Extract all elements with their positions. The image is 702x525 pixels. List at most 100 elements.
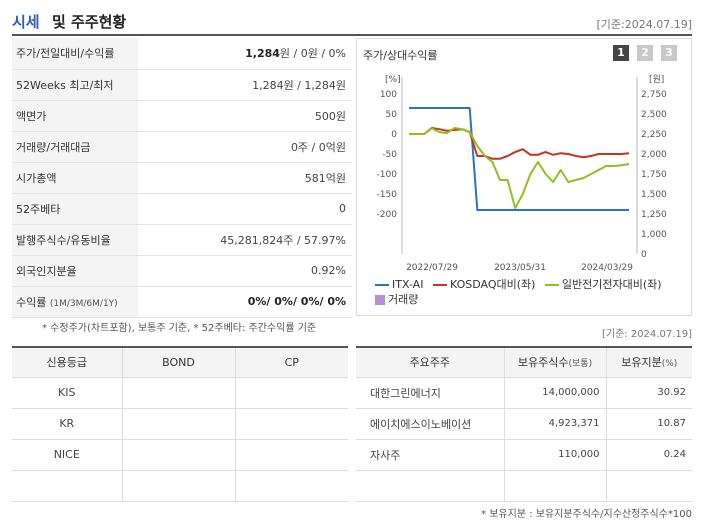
table-row: 52주베타 0: [12, 193, 352, 225]
bond-cell: [121, 470, 235, 502]
agency-cell: KR: [12, 408, 122, 440]
table-row: NICE: [12, 439, 348, 471]
row-value: 0: [138, 193, 352, 225]
row-label: 발행주식수/유동비율: [12, 224, 138, 256]
row-label: 액면가: [12, 100, 138, 132]
legend-label: 거래량: [388, 293, 419, 306]
table-row: 52Weeks 최고/최저 1,284원 / 1,284원: [12, 69, 352, 101]
legend-item-kosdaq[interactable]: KOSDAQ대비(좌): [432, 277, 535, 292]
legend-label: ITX-AI: [392, 278, 424, 291]
table-row: 주가/전일대비/수익률 1,284원 / 0원 / 0%: [12, 38, 352, 70]
right-tick-label: 1,500: [641, 190, 667, 200]
right-tick-label: 1,250: [641, 210, 667, 220]
chart-panel: 주가/상대수익률 1 2 3 [%] [원] 100 50 0 -50 -100 -150 -2…: [356, 38, 692, 316]
price-note: * 수정주가(차트포함), 보통주 기준, * 52주베타: 주간수익률 기준: [42, 323, 317, 334]
table-row: 자사주 110,000 0.24: [356, 439, 692, 471]
row-value: 1,284원 / 0원 / 0%: [138, 38, 352, 70]
holder-name: [356, 470, 504, 502]
right-tick-label: 1,000: [641, 230, 667, 240]
table-row: 에이치에스이노베이션 4,923,371 10.87: [356, 408, 692, 440]
col-header-sub: (%): [661, 359, 678, 370]
price-value: 1,284: [245, 47, 280, 61]
row-value: 0주 / 0억원: [138, 131, 352, 163]
right-tick-label: 2,250: [641, 130, 667, 140]
row-label: 수익률 (1M/3M/6M/1Y): [12, 286, 138, 318]
col-header: CP: [234, 347, 348, 378]
row-value: 45,281,824주 / 57.97%: [138, 224, 352, 256]
holder-name: 자사주: [356, 439, 504, 471]
share-note: * 보유지분 : 보유지분주식수/지수산정주식수*100: [481, 509, 692, 520]
right-tick-label: 0: [641, 250, 647, 260]
returns-period: (1M/3M/6M/1Y): [49, 298, 118, 309]
legend-item-volume[interactable]: 거래량: [375, 292, 418, 307]
right-tick-label: 2,000: [641, 150, 667, 160]
chart-page-2-button[interactable]: 2: [637, 45, 653, 61]
chart-page-1-button[interactable]: 1: [613, 45, 629, 61]
section-title-accent: 시세: [12, 13, 40, 31]
legend-swatch: [375, 295, 385, 305]
right-axis-unit: [원]: [649, 74, 664, 85]
legend-line: [432, 284, 447, 286]
reference-date-2: [기준: 2024.07.19]: [601, 329, 692, 340]
chart-page-3-button[interactable]: 3: [661, 45, 677, 61]
right-tick-label: 1,750: [641, 170, 667, 180]
left-tick-label: 0: [391, 130, 397, 140]
row-value: 500원: [138, 100, 352, 132]
shareholder-table: 주요주주 보유주식수(보통) 보유지분(%) 대한그린에너지 14,000,000…: [356, 346, 692, 502]
col-header: 신용등급: [12, 347, 122, 378]
credit-rating-table: 신용등급 BOND CP KIS KR NICE: [12, 346, 348, 502]
reference-date: [기준:2024.07.19]: [596, 18, 692, 31]
right-tick-label: 2,500: [641, 110, 667, 120]
legend-item-electronics[interactable]: 일반전기전자대비(좌): [544, 277, 662, 292]
col-header-main: 보유주식수: [517, 356, 569, 370]
table-row: KIS: [12, 377, 348, 409]
right-tick-label: 2,750: [641, 90, 667, 100]
table-row: [356, 470, 692, 502]
chart-legend: ITX-AI KOSDAQ대비(좌) 일반전기전자대비(좌) 거래량: [375, 277, 685, 307]
holder-name: 에이치에스이노베이션: [356, 408, 504, 440]
returns-value: 0%/ 0%/ 0%/ 0%: [247, 295, 346, 308]
col-header: 주요주주: [356, 347, 504, 378]
agency-cell: KIS: [12, 377, 122, 409]
left-tick-label: -150: [377, 190, 398, 200]
bond-cell: [121, 377, 235, 409]
price-table: 주가/전일대비/수익률 1,284원 / 0원 / 0% 52Weeks 최고/…: [12, 38, 352, 318]
table-row: 수익률 (1M/3M/6M/1Y) 0%/ 0%/ 0%/ 0%: [12, 286, 352, 318]
col-header-sub: (보통): [568, 359, 593, 370]
row-value: 581억원: [138, 162, 352, 194]
holder-shares: 110,000: [503, 439, 606, 471]
left-tick-label: -100: [377, 170, 398, 180]
table-row: 외국인지분율 0.92%: [12, 255, 352, 287]
left-tick-label: 100: [380, 90, 397, 100]
table-row: 대한그린에너지 14,000,000 30.92: [356, 377, 692, 409]
table-row: [12, 470, 348, 502]
row-label: 주가/전일대비/수익률: [12, 38, 138, 70]
table-row: 액면가 500원: [12, 100, 352, 132]
x-tick-label: 2022/07/29: [406, 263, 458, 273]
row-label: 외국인지분율: [12, 255, 138, 287]
series-line-1: [409, 107, 629, 211]
legend-line: [375, 284, 389, 286]
col-header-main: 보유지분: [621, 356, 662, 370]
cp-cell: [234, 470, 348, 502]
row-label: 거래량/거래대금: [12, 131, 138, 163]
legend-item-itx-ai[interactable]: ITX-AI: [375, 277, 423, 292]
row-value: 1,284원 / 1,284원: [138, 69, 352, 101]
row-label: 52Weeks 최고/최저: [12, 69, 138, 101]
holder-percent: 0.24: [605, 439, 692, 471]
row-value: 0.92%: [138, 255, 352, 287]
legend-line: [544, 284, 559, 286]
relative-return-chart: [%] [원] 100 50 0 -50 -100 -150 -200 2,750 2,500 2,2…: [377, 74, 667, 273]
table-header-row: 주요주주 보유주식수(보통) 보유지분(%): [356, 347, 692, 378]
row-value: 0%/ 0%/ 0%/ 0%: [138, 286, 352, 318]
table-row: 발행주식수/유동비율 45,281,824주 / 57.97%: [12, 224, 352, 256]
bond-cell: [121, 439, 235, 471]
left-tick-label: -200: [377, 210, 398, 220]
cp-cell: [234, 408, 348, 440]
cp-cell: [234, 377, 348, 409]
price-change: 원 / 0원 / 0%: [279, 47, 346, 61]
agency-cell: [12, 470, 122, 502]
holder-percent: 30.92: [605, 377, 692, 409]
x-tick-label: 2023/05/31: [494, 263, 546, 273]
left-axis-unit: [%]: [385, 75, 401, 85]
